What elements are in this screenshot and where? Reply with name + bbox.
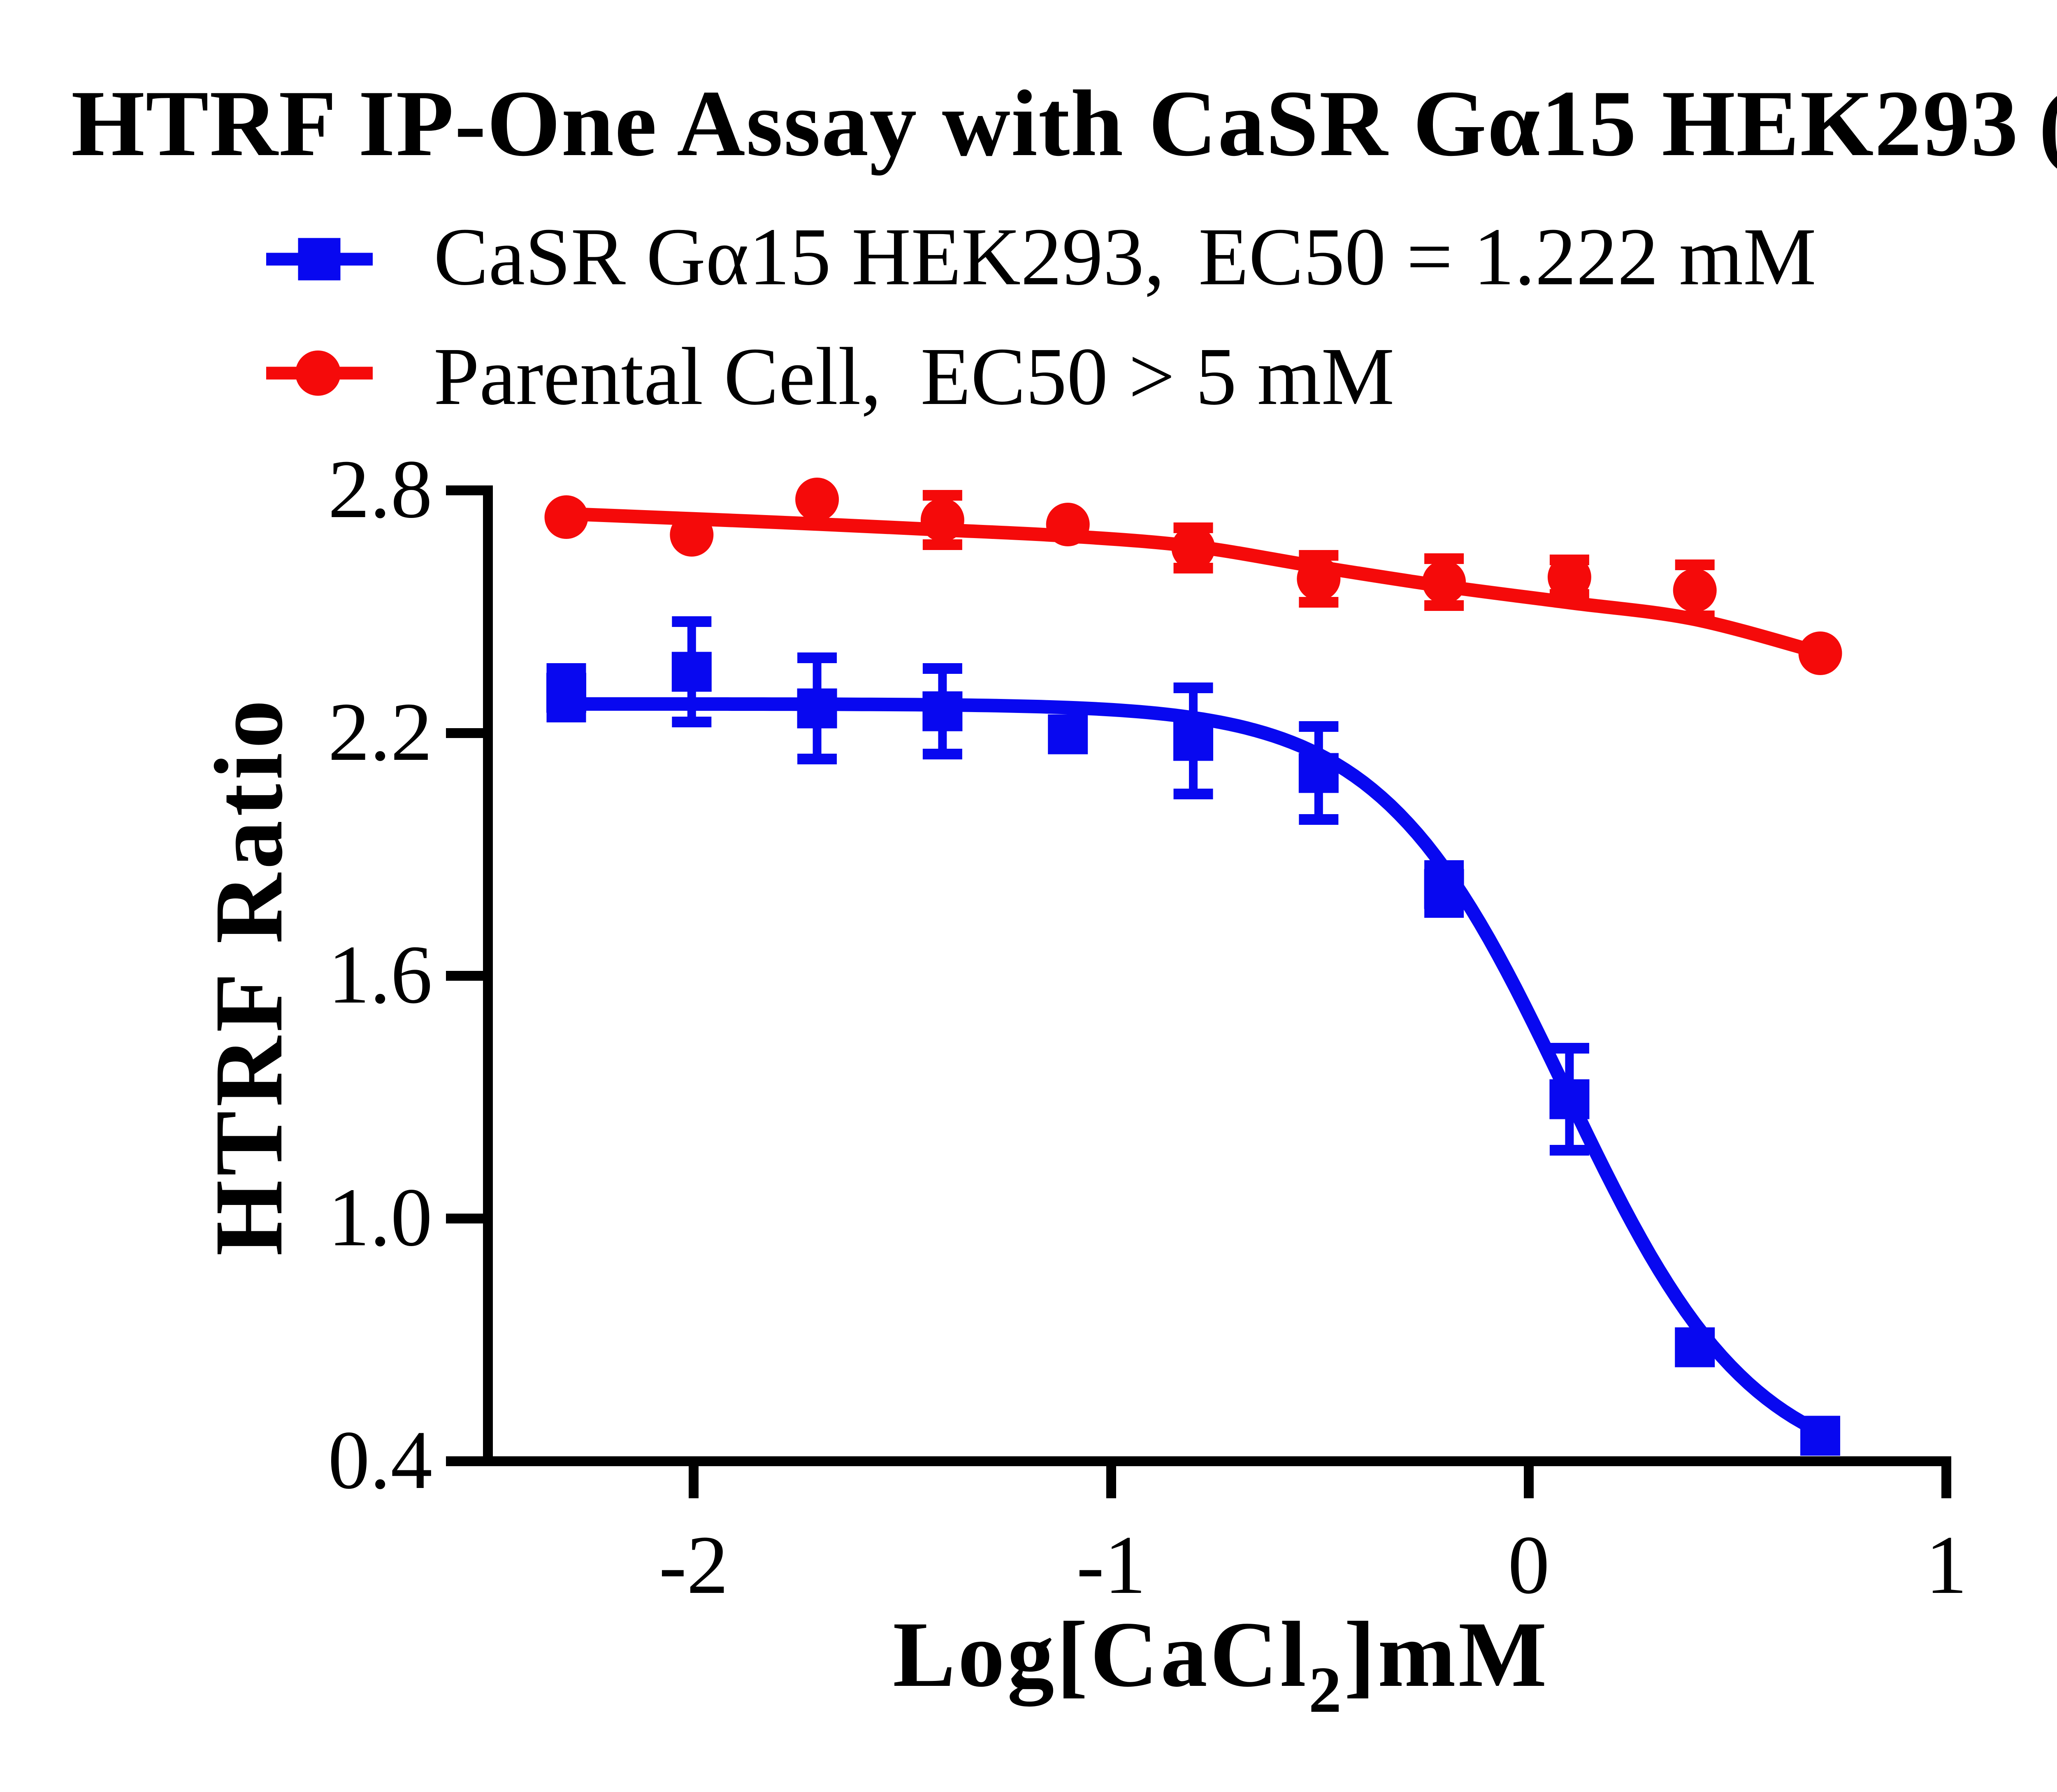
svg-text:HTRF IP-One Assay with CaSR Gα: HTRF IP-One Assay with CaSR Gα15 HEK293(… xyxy=(71,71,2057,176)
svg-text:HTRF Ratio: HTRF Ratio xyxy=(195,696,303,1256)
svg-text:0.4: 0.4 xyxy=(328,1414,432,1506)
svg-text:Log[CaCl2]mM: Log[CaCl2]mM xyxy=(893,1603,1549,1726)
svg-text:-1: -1 xyxy=(1076,1518,1146,1611)
svg-text:2.8: 2.8 xyxy=(328,443,432,535)
svg-text:0: 0 xyxy=(1508,1518,1550,1611)
svg-text:2.2: 2.2 xyxy=(328,685,432,778)
svg-text:CaSR Gα15 HEK293,EC50 = 1.222: CaSR Gα15 HEK293, EC50 = 1.222 mM xyxy=(434,211,1816,302)
svg-text:1: 1 xyxy=(1925,1518,1967,1611)
svg-text:-2: -2 xyxy=(659,1518,728,1611)
svg-text:1.0: 1.0 xyxy=(328,1171,432,1263)
svg-text:1.6: 1.6 xyxy=(328,928,432,1021)
